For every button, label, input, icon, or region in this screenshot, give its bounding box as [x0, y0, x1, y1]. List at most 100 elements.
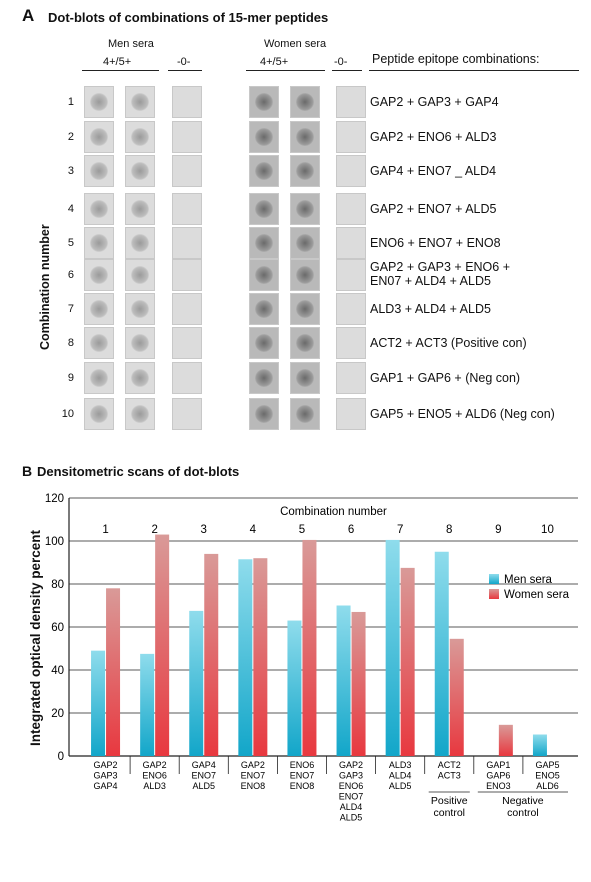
bar-men-sera: [434, 551, 449, 756]
dot-spot: [90, 200, 108, 218]
bar-men-sera: [91, 650, 106, 756]
y-tick-label: 20: [51, 708, 64, 720]
dot-spot: [255, 128, 273, 146]
group-label: control: [507, 807, 539, 819]
y-tick-label: 60: [51, 622, 64, 634]
negative-control-blot: [336, 121, 366, 153]
dot-blot-sample: [125, 259, 155, 291]
dot-spot: [90, 128, 108, 146]
dot-spot: [296, 93, 314, 111]
dot-spot: [296, 405, 314, 423]
epitope-line: GAP2 + GAP3 + ENO6 +: [370, 260, 511, 274]
dot-blot-sample: [249, 86, 279, 118]
dot-blot-sample: [125, 327, 155, 359]
bar-men-sera: [287, 620, 302, 756]
women-pos-underline: [246, 70, 325, 71]
bar-women-sera: [449, 638, 464, 756]
dot-spot: [131, 405, 149, 423]
epitope-line: GAP2 + GAP3 + GAP4: [370, 95, 499, 109]
dot-blot-sample: [84, 86, 114, 118]
dot-spot: [255, 334, 273, 352]
epitope-combination: GAP2 + GAP3 + GAP4: [370, 95, 499, 109]
category-number-label: 5: [299, 524, 305, 536]
category-peptide-label: ENO6: [290, 760, 315, 770]
dot-blot-sample: [290, 227, 320, 259]
negative-control-blot: [336, 227, 366, 259]
bar-women-sera: [498, 724, 513, 756]
category-peptide-label: GAP2: [339, 760, 363, 770]
dot-blot-sample: [290, 121, 320, 153]
dot-spot: [131, 200, 149, 218]
women-sera-label: Women sera: [264, 38, 327, 50]
dot-blot-sample: [290, 155, 320, 187]
negative-control-blot: [336, 193, 366, 225]
category-peptide-label: ALD5: [340, 813, 363, 823]
negative-control-blot: [336, 327, 366, 359]
category-peptide-label: ALD4: [389, 771, 412, 781]
category-peptide-label: GAP2: [143, 760, 167, 770]
bar-women-sera: [253, 558, 268, 756]
row-number: 1: [67, 96, 74, 108]
epitope-combination: GAP4 + ENO7 _ ALD4: [370, 164, 496, 178]
category-peptide-label: GAP3: [339, 771, 363, 781]
dot-spot: [131, 162, 149, 180]
dot-blot-sample: [290, 362, 320, 394]
epitope-line: GAP1 + GAP6 + (Neg con): [370, 371, 521, 385]
category-peptide-label: ENO8: [241, 781, 266, 791]
bar-women-sera: [204, 553, 219, 756]
dot-blot-sample: [290, 259, 320, 291]
category-peptide-label: GAP1: [486, 760, 510, 770]
bar-women-sera: [106, 588, 121, 756]
negative-control-blot: [172, 193, 202, 225]
men-neg-underline: [168, 70, 202, 71]
legend-label: Women sera: [504, 589, 570, 601]
dot-blot-sample: [249, 227, 279, 259]
dot-spot: [131, 300, 149, 318]
dot-spot: [255, 369, 273, 387]
x-axis-title: Combination number: [280, 506, 387, 518]
epitope-combination: ALD3 + ALD4 + ALD5: [370, 302, 491, 316]
bar-men-sera: [532, 734, 547, 756]
category-number-label: 4: [250, 524, 257, 536]
category-peptide-label: GAP2: [94, 760, 118, 770]
dot-spot: [296, 128, 314, 146]
dot-spot: [296, 334, 314, 352]
y-tick-label: 120: [45, 493, 64, 505]
negative-control-blot: [172, 259, 202, 291]
dot-spot: [296, 266, 314, 284]
dot-spot: [131, 234, 149, 252]
dot-spot: [90, 93, 108, 111]
dot-spot: [131, 334, 149, 352]
dot-spot: [90, 162, 108, 180]
dot-blot-sample: [125, 293, 155, 325]
dot-blot-sample: [125, 193, 155, 225]
negative-control-blot: [336, 398, 366, 430]
epitope-combination: ENO6 + ENO7 + ENO8: [370, 236, 501, 250]
category-peptide-label: ENO7: [241, 771, 266, 781]
men-neg-label: -0-: [177, 56, 191, 68]
negative-control-blot: [172, 362, 202, 394]
category-peptide-label: ENO8: [290, 781, 315, 791]
dot-blot-sample: [249, 155, 279, 187]
bar-men-sera: [385, 539, 400, 756]
category-peptide-label: ENO7: [290, 771, 315, 781]
legend-label: Men sera: [504, 574, 553, 586]
dot-blot-sample: [290, 293, 320, 325]
dot-spot: [296, 234, 314, 252]
panel-a-letter: A: [22, 6, 35, 25]
category-peptide-label: ENO3: [486, 781, 511, 791]
dot-blot-sample: [125, 86, 155, 118]
bar-men-sera: [238, 559, 253, 756]
epitope-header: Peptide epitope combinations:: [372, 52, 540, 66]
dot-blot-sample: [249, 398, 279, 430]
dot-blot-sample: [249, 293, 279, 325]
dot-blot-sample: [84, 327, 114, 359]
negative-control-blot: [172, 227, 202, 259]
category-peptide-label: ALD5: [192, 781, 215, 791]
epitope-line: ACT2 + ACT3 (Positive con): [370, 336, 527, 350]
panel-b-title: Densitometric scans of dot-blots: [37, 464, 240, 479]
dot-blot-sample: [125, 227, 155, 259]
category-peptide-label: ALD5: [389, 781, 412, 791]
panel-b-letter: B: [22, 463, 33, 479]
category-number-label: 3: [201, 524, 207, 536]
